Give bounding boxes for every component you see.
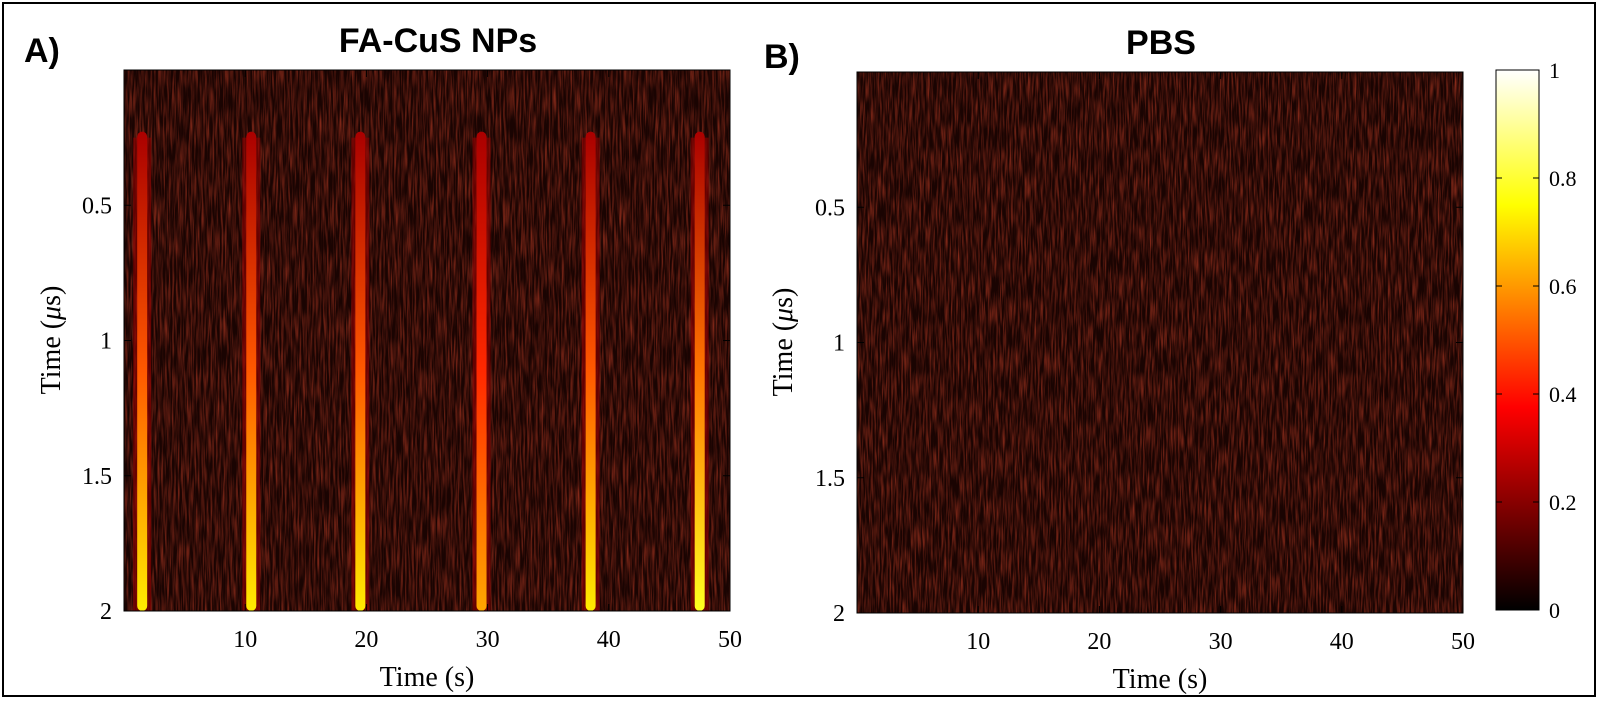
- heatmap-stripe: [476, 131, 487, 611]
- y-tick-label: 1.5: [815, 466, 845, 492]
- panel-b-label: B): [764, 38, 800, 76]
- x-tick-label: 30: [476, 627, 500, 653]
- x-tick-label: 30: [1209, 629, 1233, 655]
- y-tick-label: 1: [833, 331, 845, 357]
- panel-b-xlabel: Time (s): [1113, 664, 1208, 695]
- panel-a-label: A): [24, 32, 60, 70]
- heatmap-a-noise: [124, 70, 730, 611]
- heatmap-a: [123, 69, 731, 612]
- heatmap-b: [856, 71, 1464, 614]
- heatmap-b-noise: [857, 72, 1463, 613]
- x-tick-label: 10: [966, 629, 990, 655]
- panel-a: A) FA-CuS NPs 10 20 30 40 50 0.5 1 1.5 2 Time (…: [24, 22, 742, 693]
- y-tick-label: 0.5: [815, 195, 845, 221]
- panel-b-ylabel: Time (μs): [768, 288, 799, 397]
- x-tick-label: 40: [597, 627, 621, 653]
- colorbar-tick-label: 1: [1549, 58, 1560, 83]
- heatmap-stripe: [137, 131, 148, 611]
- heatmap-stripe: [585, 131, 596, 611]
- panel-b-title: PBS: [1126, 24, 1196, 62]
- colorbar-tick-label: 0: [1549, 598, 1560, 623]
- panel-a-ylabel: Time (μs): [36, 286, 67, 395]
- y-tick-label: 0.5: [82, 193, 112, 219]
- heatmap-stripe: [355, 131, 366, 611]
- x-tick-label: 50: [1451, 629, 1475, 655]
- x-tick-label: 20: [354, 627, 378, 653]
- heatmap-stripe: [694, 131, 705, 611]
- colorbar-gradient: [1495, 69, 1540, 611]
- colorbar-tick-label: 0.6: [1549, 274, 1577, 299]
- panel-b: B) PBS 10 20 30 40 50 0.5 1 1.5 2 Time (s) Time…: [764, 24, 1475, 695]
- x-tick-label: 10: [233, 627, 257, 653]
- heatmap-stripe: [246, 131, 257, 611]
- y-tick-label: 1: [100, 329, 112, 355]
- y-tick-label: 2: [833, 601, 845, 627]
- x-tick-label: 40: [1330, 629, 1354, 655]
- y-tick-label: 1.5: [82, 464, 112, 490]
- colorbar: 0 0.2 0.4 0.6 0.8 1: [1495, 58, 1577, 623]
- y-tick-label: 2: [100, 599, 112, 625]
- x-tick-label: 20: [1087, 629, 1111, 655]
- panel-a-title: FA-CuS NPs: [339, 22, 537, 60]
- colorbar-tick-label: 0.2: [1549, 490, 1577, 515]
- x-tick-label: 50: [718, 627, 742, 653]
- colorbar-tick-label: 0.8: [1549, 166, 1577, 191]
- colorbar-tick-label: 0.4: [1549, 382, 1577, 407]
- panel-a-xlabel: Time (s): [380, 662, 475, 693]
